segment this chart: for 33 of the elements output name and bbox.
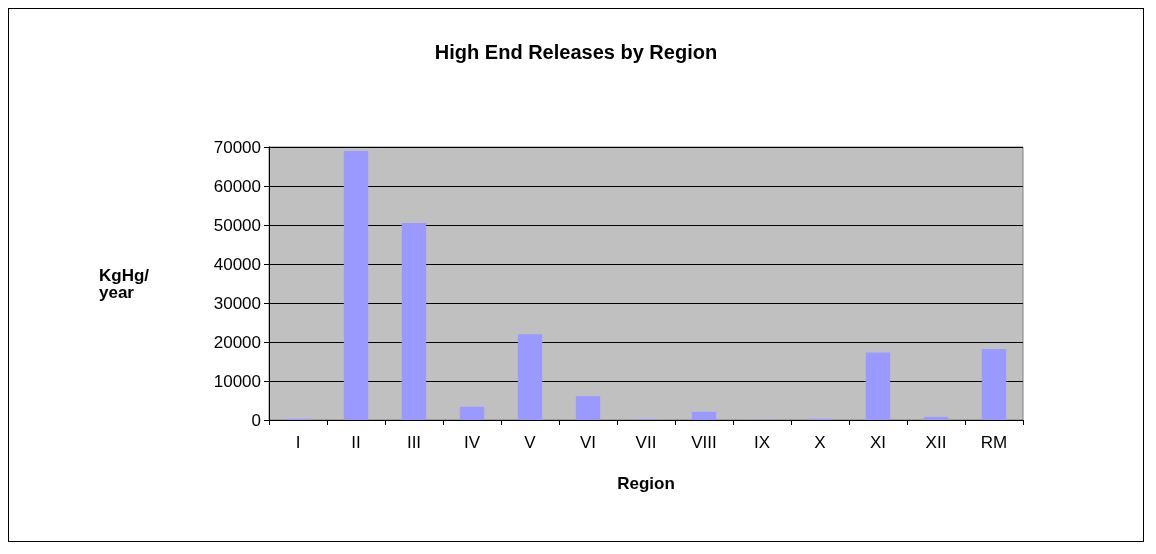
x-tick-label: VI [579,433,597,452]
bar [923,416,949,420]
chart-title: High End Releases by Region [434,41,718,63]
bar [575,396,601,420]
y-tick-label: 30000 [213,293,261,313]
bar [691,411,717,420]
x-tick-label: I [295,433,301,452]
bar [981,349,1007,420]
x-tick-label: III [406,433,422,452]
y-tick-label: 50000 [213,215,261,235]
y-tick-label: 10000 [213,371,261,391]
y-tick-label: 60000 [213,176,261,196]
x-axis-title: Region [617,474,675,493]
x-tick-label: V [524,433,537,452]
x-tick-label: VIII [691,433,717,452]
x-tick-label: IX [753,433,771,452]
bar [865,352,891,420]
y-tick-label: 0 [251,410,261,430]
bar [401,223,427,420]
x-tick-label: X [814,433,826,452]
x-tick-label: IV [463,433,481,452]
y-tick-label: 20000 [213,332,261,352]
x-tick-label: XI [869,433,887,452]
y-tick-label: 70000 [213,137,261,157]
x-tick-label: VII [635,433,657,452]
bar [459,406,485,420]
x-tick-label: XII [925,433,947,452]
bar [343,150,369,420]
y-tick-label: 40000 [213,254,261,274]
bar [517,334,543,420]
x-tick-label: II [351,433,361,452]
y-axis-title: KgHg/ year [99,265,150,302]
x-tick-label: RM [980,433,1008,452]
